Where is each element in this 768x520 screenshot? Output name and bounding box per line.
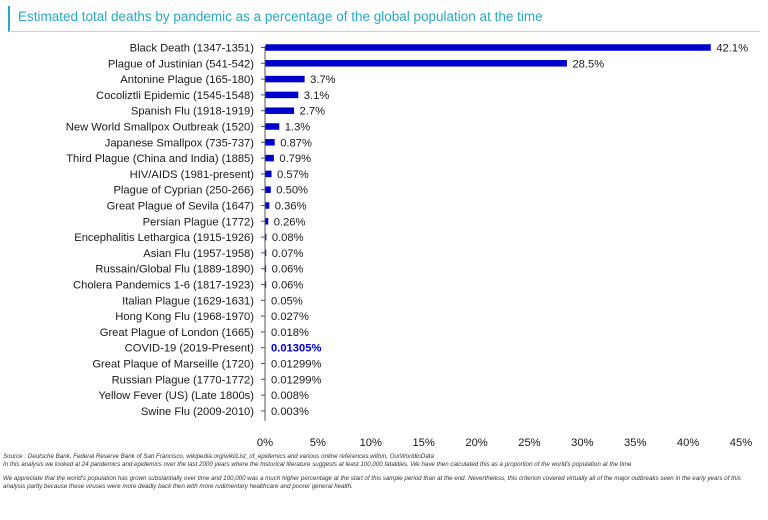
category-label-great-plaque-of-marseille-1720: Great Plaque of Marseille (1720) bbox=[92, 359, 254, 371]
x-tick-label-20: 20% bbox=[465, 437, 487, 449]
category-label-swine-flu-2009-2010: Swine Flu (2009-2010) bbox=[141, 406, 254, 418]
category-label-encephalitis-lethargica-1915-1926: Encephalitis Lethargica (1915-1926) bbox=[74, 232, 254, 244]
value-label-covid-19-2019-present: 0.01305% bbox=[271, 343, 321, 355]
bar-great-plague-of-sevila-1647 bbox=[265, 202, 270, 209]
category-label-new-world-smallpox-outbreak-1520: New World Smallpox Outbreak (1520) bbox=[66, 122, 254, 134]
category-label-hong-kong-flu-1968-1970: Hong Kong Flu (1968-1970) bbox=[115, 311, 254, 323]
bar-new-world-smallpox-outbreak-1520 bbox=[265, 123, 280, 130]
x-tick-label-25: 25% bbox=[518, 437, 540, 449]
value-label-third-plague-china-and-india-1885: 0.79% bbox=[279, 153, 311, 165]
value-label-great-plague-of-london-1665: 0.018% bbox=[271, 327, 309, 339]
value-label-hong-kong-flu-1968-1970: 0.027% bbox=[271, 311, 309, 323]
value-label-japanese-smallpox-735-737: 0.87% bbox=[280, 137, 312, 149]
category-label-asian-flu-1957-1958: Asian Flu (1957-1958) bbox=[143, 248, 254, 260]
category-label-plague-of-cyprian-250-266: Plague of Cyprian (250-266) bbox=[113, 185, 254, 197]
category-label-cocoliztli-epidemic-1545-1548: Cocoliztli Epidemic (1545-1548) bbox=[96, 90, 254, 102]
category-label-cholera-pandemics-1-6-1817-1923: Cholera Pandemics 1-6 (1817-1923) bbox=[73, 280, 254, 292]
value-label-new-world-smallpox-outbreak-1520: 1.3% bbox=[285, 122, 311, 134]
value-label-cholera-pandemics-1-6-1817-1923: 0.06% bbox=[272, 280, 304, 292]
value-label-great-plaque-of-marseille-1720: 0.01299% bbox=[271, 359, 321, 371]
bar-plague-of-justinian-541-542 bbox=[265, 60, 567, 67]
value-label-italian-plague-1629-1631: 0.05% bbox=[271, 295, 303, 307]
value-label-asian-flu-1957-1958: 0.07% bbox=[272, 248, 304, 260]
bar-russain-global-flu-1889-1890 bbox=[265, 265, 267, 272]
bar-persian-plague-1772 bbox=[265, 218, 269, 225]
x-tick-label-15: 15% bbox=[412, 437, 434, 449]
value-label-yellow-fever-us-late-1800s: 0.008% bbox=[271, 390, 309, 402]
x-tick-label-45: 45% bbox=[730, 437, 752, 449]
source-note: Source : Deutsche Bank, Federal Reserve … bbox=[3, 453, 434, 460]
category-label-great-plague-of-london-1665: Great Plague of London (1665) bbox=[100, 327, 255, 339]
bar-antonine-plague-165-180 bbox=[265, 75, 305, 83]
x-tick-label-0: 0% bbox=[257, 437, 273, 449]
bar-cholera-pandemics-1-6-1817-1923 bbox=[265, 281, 267, 288]
x-tick-label-35: 35% bbox=[624, 437, 646, 449]
x-tick-label-10: 10% bbox=[360, 437, 382, 449]
bar-chart: Black Death (1347-1351) 42.1% Plague of Ju… bbox=[66, 43, 752, 450]
value-label-spanish-flu-1918-1919: 2.7% bbox=[300, 106, 326, 118]
category-label-hiv-aids-1981-present: HIV/AIDS (1981-present) bbox=[130, 169, 255, 181]
x-tick-label-5: 5% bbox=[310, 437, 326, 449]
category-label-covid-19-2019-present: COVID-19 (2019-Present) bbox=[125, 343, 255, 355]
value-label-encephalitis-lethargica-1915-1926: 0.08% bbox=[272, 232, 304, 244]
bar-plague-of-cyprian-250-266 bbox=[265, 186, 271, 193]
category-label-great-plague-of-sevila-1647: Great Plague of Sevila (1647) bbox=[107, 201, 255, 213]
chart-title-bar: Estimated total deaths by pandemic as a … bbox=[8, 6, 760, 32]
category-label-black-death-1347-1351: Black Death (1347-1351) bbox=[130, 43, 255, 55]
category-label-plague-of-justinian-541-542: Plague of Justinian (541-542) bbox=[108, 58, 254, 70]
category-label-italian-plague-1629-1631: Italian Plague (1629-1631) bbox=[122, 295, 254, 307]
category-label-antonine-plague-165-180: Antonine Plague (165-180) bbox=[120, 74, 254, 86]
value-label-persian-plague-1772: 0.26% bbox=[274, 216, 306, 228]
value-label-swine-flu-2009-2010: 0.003% bbox=[271, 406, 309, 418]
value-label-hiv-aids-1981-present: 0.57% bbox=[277, 169, 309, 181]
caveat-note: We appreciate that the world's populatio… bbox=[3, 475, 741, 490]
category-label-russian-plague-1770-1772: Russian Plague (1770-1772) bbox=[112, 374, 255, 386]
chart-footer: Source : Deutsche Bank, Federal Reserve … bbox=[3, 453, 763, 490]
value-label-great-plague-of-sevila-1647: 0.36% bbox=[275, 201, 307, 213]
category-label-persian-plague-1772: Persian Plague (1772) bbox=[143, 216, 255, 228]
chart-title: Estimated total deaths by pandemic as a … bbox=[18, 9, 543, 24]
category-label-spanish-flu-1918-1919: Spanish Flu (1918-1919) bbox=[131, 106, 254, 118]
x-tick-label-40: 40% bbox=[677, 437, 699, 449]
value-label-russain-global-flu-1889-1890: 0.06% bbox=[272, 264, 304, 276]
bar-encephalitis-lethargica-1915-1926 bbox=[265, 233, 267, 241]
bar-japanese-smallpox-735-737 bbox=[265, 139, 275, 146]
value-label-black-death-1347-1351: 42.1% bbox=[716, 43, 748, 55]
value-label-antonine-plague-165-180: 3.7% bbox=[310, 74, 336, 86]
category-label-third-plague-china-and-india-1885: Third Plague (China and India) (1885) bbox=[66, 153, 254, 165]
bar-black-death-1347-1351 bbox=[265, 44, 711, 51]
x-tick-label-30: 30% bbox=[571, 437, 593, 449]
value-label-plague-of-justinian-541-542: 28.5% bbox=[572, 58, 604, 70]
value-label-plague-of-cyprian-250-266: 0.50% bbox=[276, 185, 308, 197]
bar-hiv-aids-1981-present bbox=[265, 170, 272, 178]
value-label-russian-plague-1770-1772: 0.01299% bbox=[271, 374, 321, 386]
bar-spanish-flu-1918-1919 bbox=[265, 107, 295, 114]
value-label-cocoliztli-epidemic-1545-1548: 3.1% bbox=[304, 90, 330, 102]
bar-third-plague-china-and-india-1885 bbox=[265, 154, 274, 162]
category-label-yellow-fever-us-late-1800s: Yellow Fever (US) (Late 1800s) bbox=[98, 390, 254, 402]
bar-asian-flu-1957-1958 bbox=[265, 249, 267, 257]
method-note: In this analysis we looked at 24 pandemi… bbox=[3, 460, 632, 468]
category-label-russain-global-flu-1889-1890: Russain/Global Flu (1889-1890) bbox=[95, 264, 254, 276]
category-label-japanese-smallpox-735-737: Japanese Smallpox (735-737) bbox=[105, 137, 255, 149]
bar-cocoliztli-epidemic-1545-1548 bbox=[265, 91, 299, 99]
